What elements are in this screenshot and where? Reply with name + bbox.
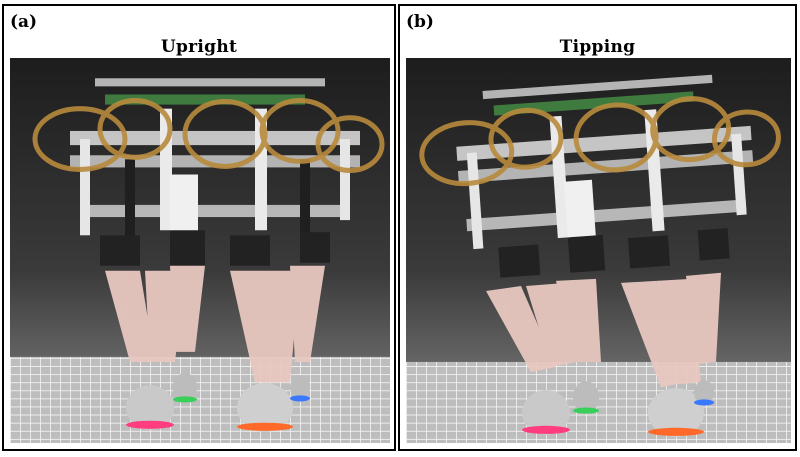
panel-tipping: (b) Tipping bbox=[398, 4, 797, 451]
panel-label-a: (a) bbox=[10, 12, 38, 32]
grid-floor bbox=[10, 356, 390, 443]
robot-photo-tipping bbox=[406, 58, 791, 443]
panel-title-tipping: Tipping bbox=[559, 37, 636, 57]
panel-label-b: (b) bbox=[406, 12, 434, 32]
grid-floor bbox=[406, 361, 791, 443]
panel-upright: (a) Upright bbox=[2, 4, 396, 451]
robot-photo-upright bbox=[10, 58, 390, 443]
panel-title-upright: Upright bbox=[160, 37, 238, 57]
